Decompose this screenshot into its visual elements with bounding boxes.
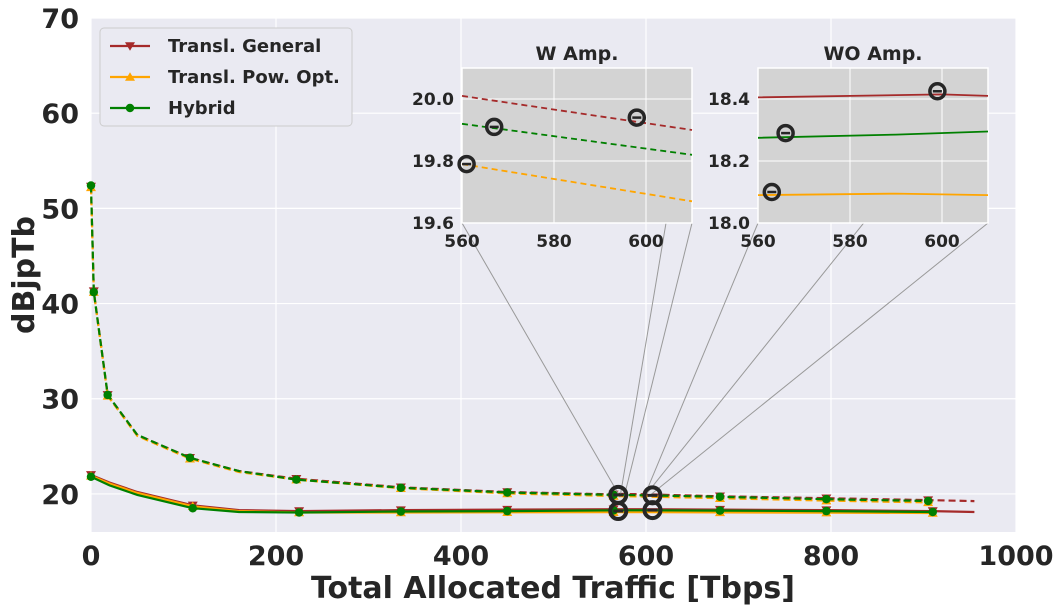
inset-series-line (461, 163, 693, 203)
inset-x-tick-label: 600 (628, 232, 664, 252)
inset-w-amp: W Amp. 560 580 600 19.6 19.8 20.0 (412, 43, 693, 252)
inset-series-line (461, 122, 693, 156)
y-tick-label: 20 (41, 480, 79, 511)
x-tick-label: 400 (433, 541, 489, 572)
y-axis-label: dBjpTb (7, 216, 42, 334)
legend-label: Transl. Pow. Opt. (168, 67, 340, 88)
zoom-line (461, 222, 621, 498)
inset-highlight-circle (776, 123, 795, 143)
inset-y-tick-label: 18.4 (708, 90, 750, 110)
legend-label: Hybrid (168, 98, 236, 119)
legend-entry: Transl. Pow. Opt. (110, 67, 340, 88)
insets: W Amp. 560 580 600 19.6 19.8 20.0 WO Amp. 560 580… (412, 43, 989, 252)
data-point (86, 181, 96, 190)
inset-y-tick-label: 19.8 (412, 152, 454, 172)
x-tick-label: 200 (248, 541, 304, 572)
inset-y-tick-label: 20.0 (412, 90, 454, 110)
inset-series-line (757, 130, 989, 139)
x-axis-label: Total Allocated Traffic [Tbps] (311, 571, 795, 606)
data-point (715, 492, 725, 502)
inset-title: W Amp. (536, 43, 619, 65)
data-point (89, 287, 99, 297)
data-point (86, 472, 96, 482)
inset-x-tick-label: 580 (536, 232, 572, 252)
legend-entry: Hybrid (110, 98, 236, 119)
inset-highlight-circle (627, 108, 647, 127)
y-tick-label: 40 (41, 290, 79, 321)
y-tick-label: 70 (41, 4, 79, 35)
inset-plot-area (757, 67, 989, 224)
zoom-line (623, 222, 693, 497)
legend-entry: Transl. General (110, 36, 321, 57)
zoom-line (643, 222, 759, 497)
data-point (822, 506, 831, 516)
legend-label: Transl. General (168, 36, 321, 57)
inset-x-tick-label: 600 (924, 232, 960, 252)
inset-highlight-circle (484, 117, 504, 137)
x-tick-labels: 0 200 400 600 800 1000 (82, 541, 1054, 572)
inset-y-tick-label: 18.2 (708, 152, 750, 172)
inset-series-line (757, 93, 989, 99)
inset-series-line (757, 192, 989, 196)
inset-x-tick-label: 560 (444, 232, 480, 252)
data-point (185, 453, 195, 463)
highlight-circle (642, 485, 663, 506)
data-point (188, 503, 197, 513)
data-point (396, 483, 406, 492)
y-tick-label: 60 (41, 99, 79, 130)
y-tick-label: 50 (41, 194, 79, 225)
highlight-circle (608, 484, 629, 505)
y-tick-label: 30 (41, 385, 79, 416)
x-tick-label: 600 (618, 541, 674, 572)
inset-highlight-circle (457, 154, 476, 174)
series-line-dashed (89, 185, 933, 503)
y-tick-labels: 20 30 40 50 60 70 (41, 4, 79, 511)
data-point (103, 390, 112, 400)
zoom-line (647, 222, 989, 498)
data-point (396, 507, 406, 516)
inset-x-tick-label: 580 (832, 232, 868, 252)
legend-marker (125, 103, 135, 113)
x-tick-label: 0 (82, 541, 101, 572)
inset-y-tick-label: 18.0 (708, 214, 750, 234)
data-point (503, 506, 512, 516)
x-tick-label: 800 (803, 541, 859, 572)
inset-x-tick-label: 560 (740, 232, 776, 252)
data-point (715, 506, 725, 515)
legend: Transl. General Transl. Pow. Opt. Hybrid (99, 27, 353, 127)
x-tick-label: 1000 (978, 541, 1053, 572)
highlight-markers (608, 484, 663, 522)
inset-y-tick-label: 19.6 (412, 214, 454, 234)
data-point (292, 475, 301, 484)
inset-highlight-circle (762, 182, 782, 202)
data-point (928, 507, 937, 517)
legend-marker (125, 42, 135, 51)
inset-plot-area (461, 67, 693, 224)
data-point (294, 508, 304, 517)
data-point (923, 496, 933, 506)
legend-marker (125, 72, 135, 81)
data-point (503, 488, 512, 497)
inset-title: WO Amp. (823, 43, 922, 65)
inset-wo-amp: WO Amp. 560 580 600 18.0 18.2 18.4 (708, 43, 989, 252)
inset-highlight-circle (928, 82, 947, 101)
data-point (822, 494, 831, 504)
inset-series-line (461, 95, 693, 131)
legend-box (99, 27, 353, 127)
